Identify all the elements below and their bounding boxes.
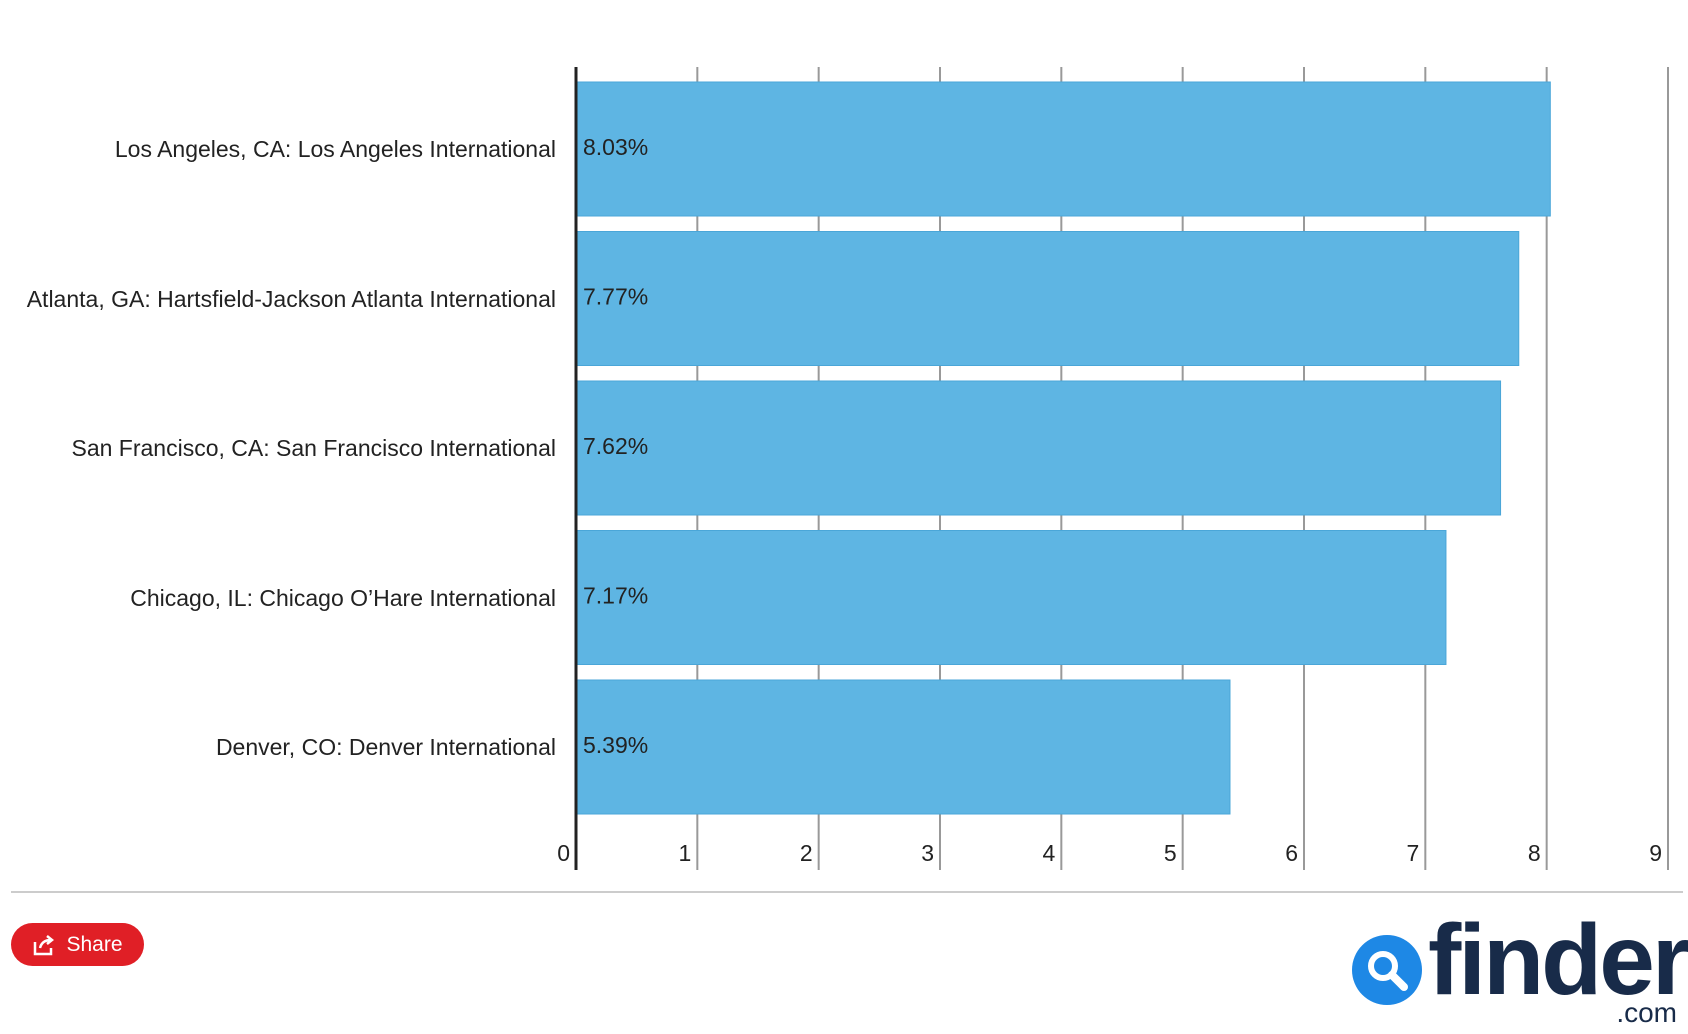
bar (575, 231, 1520, 366)
value-label: 8.03% (583, 134, 648, 160)
y-tick-label: Atlanta, GA: Hartsfield-Jackson Atlanta … (26, 285, 556, 312)
y-tick-label: Los Angeles, CA: Los Angeles Internation… (114, 136, 556, 162)
value-label: 7.62% (583, 433, 648, 459)
value-label: 7.77% (583, 284, 648, 310)
x-tick-label: 8 (1528, 840, 1541, 866)
share-button[interactable]: Share (11, 923, 144, 966)
logo-suffix: .com (1616, 997, 1677, 1028)
bar (575, 380, 1502, 516)
logo-icon (1352, 935, 1422, 1005)
bar (575, 81, 1551, 217)
x-tick-label: 3 (921, 840, 934, 866)
y-tick-label: Chicago, IL: Chicago O’Hare Internationa… (130, 584, 556, 611)
x-tick-label: 9 (1649, 840, 1662, 866)
bar (575, 679, 1231, 815)
value-label: 5.39% (583, 732, 648, 758)
bar (575, 530, 1447, 665)
x-tick-label: 6 (1285, 840, 1298, 866)
value-label: 7.17% (583, 583, 648, 609)
logo-word: finder (1428, 904, 1688, 1016)
x-tick-label: 5 (1164, 840, 1177, 866)
y-tick-label: San Francisco, CA: San Francisco Interna… (71, 435, 556, 461)
share-label: Share (66, 932, 123, 956)
y-tick-label: Denver, CO: Denver International (215, 734, 556, 760)
x-tick-label: 0 (557, 840, 570, 866)
share-icon (34, 934, 55, 955)
x-tick-label: 2 (800, 840, 813, 866)
x-tick-label: 4 (1043, 840, 1056, 866)
logo: finder .com (1352, 904, 1688, 1030)
x-tick-label: 1 (679, 840, 692, 866)
x-tick-label: 7 (1407, 840, 1420, 866)
